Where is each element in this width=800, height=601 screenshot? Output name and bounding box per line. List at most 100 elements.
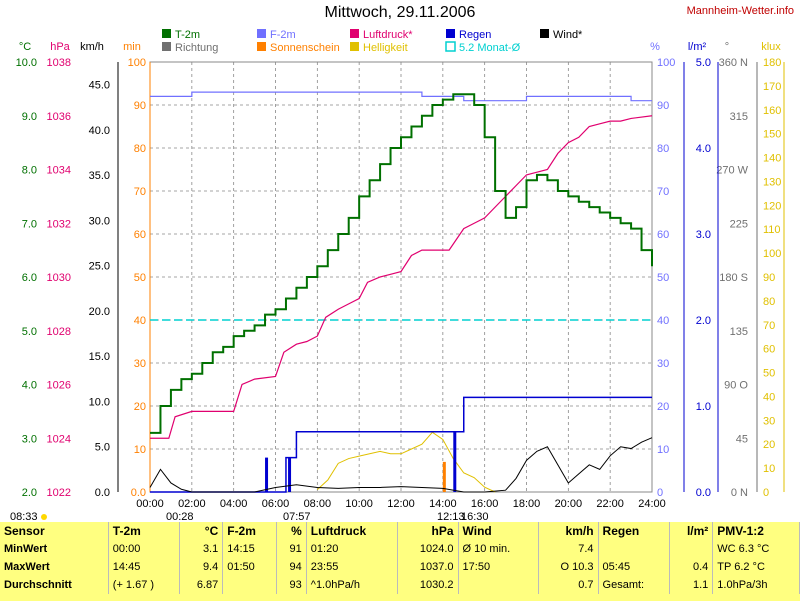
legend-swatch [350,29,359,38]
wind-axis-tick-label: 25.0 [89,261,110,273]
humidity-axis-tick-label: 50 [657,272,669,284]
wind-axis-tick-label: 40.0 [89,125,110,137]
lux-axis-tick-label: 140 [763,153,781,165]
temp-axis-tick-label: 5.0 [22,326,37,338]
temp-axis-tick-label: 9.0 [22,111,37,123]
legend-swatch [162,42,171,51]
lux-axis-tick-label: 150 [763,129,781,141]
table-cell: 1037.0 [397,558,459,576]
table-cell: 14:15 [222,540,277,558]
pressure-axis-tick-label: 1038 [47,57,71,69]
lux-axis-tick-label: 120 [763,200,781,212]
direction-axis-tick-label: 45 [736,433,748,445]
brightness-line [316,431,496,493]
table-header-row: Sensor T-2m °C F-2m % Luftdruck hPa Wind… [0,522,800,540]
lux-axis-tick-label: 170 [763,81,781,93]
sun-axis-tick-label: 90 [134,100,146,112]
table-cell: 00:00 [108,540,181,558]
humidity-axis-tick-label: 30 [657,358,669,370]
dawn-label: 07:57 [283,511,311,522]
table-cell: 23:55 [306,558,399,576]
table-row: MinWert 00:00 3.1 14:15 91 01:20 1024.0 … [0,540,800,558]
humidity-axis-tick-label: 10 [657,444,669,456]
x-tick-label: 08:00 [304,498,332,510]
rain-axis-tick-label: 0.0 [696,487,711,499]
table-cell: 91 [276,540,307,558]
table-cell [598,540,671,558]
wind-axis-tick-label: 15.0 [89,351,110,363]
table-cell: 1.1 [669,576,714,594]
lux-axis-tick-label: 100 [763,248,781,260]
temp-axis-tick-label: 6.0 [22,272,37,284]
sun-axis-tick-label: 30 [134,358,146,370]
table-cell: 3.1 [179,540,224,558]
table-cell: TP 6.2 °C [712,558,800,576]
rain-axis-tick-label: 1.0 [696,401,711,413]
direction-axis-unit: ° [725,41,729,53]
x-tick-label: 14:00 [429,498,457,510]
table-row: Durchschnitt (+ 1.67 ) 6.87 93 ^1.0hPa/h… [0,576,800,594]
rain-axis-tick-label: 2.0 [696,315,711,327]
x-tick-label: 12:00 [387,498,415,510]
table-header: Regen [598,522,671,540]
temp-axis-tick-label: 7.0 [22,218,37,230]
legend-swatch [257,42,266,51]
legend-label: Richtung [175,42,218,54]
humidity-axis-tick-label: 70 [657,186,669,198]
temp-axis-tick-label: 8.0 [22,165,37,177]
sun-axis-tick-label: 100 [128,57,146,69]
x-tick-label: 20:00 [555,498,583,510]
plot-frame [149,61,653,493]
wind-axis-tick-label: 0.0 [95,487,110,499]
humidity-axis-tick-label: 40 [657,315,669,327]
sunrise-label: 08:33 [10,511,38,522]
legend-swatch [162,29,171,38]
site-link[interactable]: Mannheim-Wetter.info [686,5,794,17]
humidity-axis-tick-label: 90 [657,100,669,112]
lux-axis-tick-label: 110 [763,224,781,236]
wind-axis-tick-label: 45.0 [89,80,110,92]
sun-axis-tick-label: 0.0 [131,487,146,499]
x-tick-label: 04:00 [220,498,248,510]
humidity-axis-unit: % [650,41,660,53]
lux-axis-tick-label: 160 [763,105,781,117]
night-label: 00:28 [166,511,194,522]
humidity-axis-tick-label: 20 [657,401,669,413]
direction-axis-tick-label: 90 O [724,380,748,392]
table-cell: 1024.0 [397,540,459,558]
temp-axis-unit: °C [19,41,31,53]
rain-axis-unit: l/m² [688,41,707,53]
legend-swatch [350,42,359,51]
temp-axis-tick-label: 4.0 [22,380,37,392]
wind-axis-tick-label: 20.0 [89,306,110,318]
table-header: F-2m [222,522,277,540]
legend-swatch [540,29,549,38]
pressure-axis-tick-label: 1034 [47,165,71,177]
sun-axis-tick-label: 50 [134,272,146,284]
table-cell [458,576,539,594]
wind-axis-tick-label: 30.0 [89,215,110,227]
table-header: hPa [397,522,459,540]
table-header: % [276,522,307,540]
table-cell: Gesamt: [598,576,671,594]
transit-label: 12:13 [437,511,465,522]
table-cell: (+ 1.67 ) [108,576,181,594]
table-cell: Durchschnitt [0,576,109,594]
direction-axis-tick-label: 0 N [731,487,748,499]
humidity-axis-tick-label: 0 [657,487,663,499]
lux-axis-unit: klux [761,41,781,53]
table-cell [222,576,277,594]
pressure-line [150,115,653,439]
direction-axis-tick-label: 135 [730,326,748,338]
sun-axis-tick-label: 20 [134,401,146,413]
lux-axis-tick-label: 50 [763,368,775,380]
legend-label: Luftdruck* [363,29,413,41]
sun-axis-tick-label: 10 [134,444,146,456]
weather-chart: 00:00 02:00 04:00 06:00 08:00 10:00 12:00 14:00… [10,29,785,522]
table-header: T-2m [108,522,181,540]
pressure-axis-tick-label: 1032 [47,218,71,230]
legend-label: Wind* [553,29,583,41]
wind-axis-tick-label: 10.0 [89,396,110,408]
table-cell [669,540,714,558]
table-cell: 1.0hPa/3h [712,576,800,594]
